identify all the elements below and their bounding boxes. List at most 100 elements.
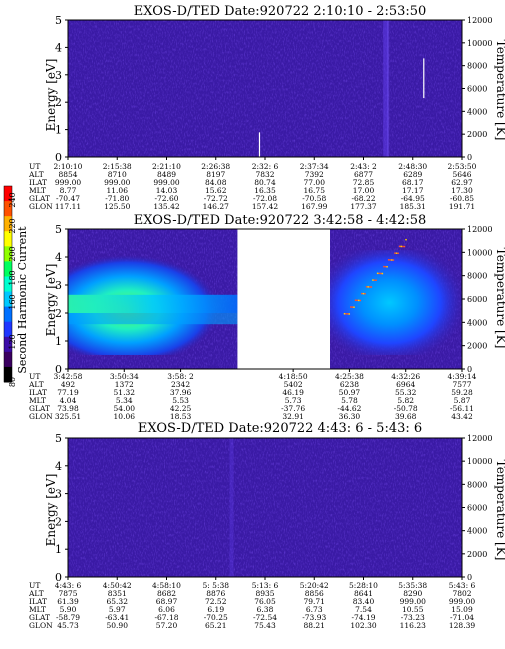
spectrogram-speckle <box>389 259 392 261</box>
orbit-row-label: ALT <box>28 589 44 598</box>
orbit-value: 50.90 <box>107 621 129 630</box>
y-tick-label: 4 <box>55 41 62 54</box>
y-right-tick-label: 0 <box>467 365 472 374</box>
orbit-value: 3:58: 2 <box>167 372 194 381</box>
orbit-value: 68.97 <box>156 597 178 606</box>
orbit-row-label: GLAT <box>29 194 50 203</box>
orbit-value: 2:21:10 <box>152 162 181 171</box>
spectrogram-speckle <box>364 292 366 295</box>
spectrogram-speckle <box>402 245 404 248</box>
y-axis-label: Energy [eV] <box>44 474 58 547</box>
orbit-value: 50.97 <box>339 388 361 397</box>
orbit-table: UT 3:42:58 3:50:34 3:58: 2 4:18:50 4:25:38 4:3… <box>28 372 477 421</box>
orbit-value: 68.17 <box>402 178 424 187</box>
orbit-value: -71.80 <box>105 194 129 203</box>
y-right-tick-label: 6000 <box>467 295 487 304</box>
spectrogram-speckle <box>384 265 387 268</box>
y-right-tick-label: 6000 <box>467 504 487 513</box>
orbit-value: 75.43 <box>254 621 276 630</box>
y-tick-label: 5 <box>55 223 62 236</box>
orbit-value: 4:39:14 <box>448 372 477 381</box>
orbit-value: 4:58:10 <box>152 581 181 590</box>
orbit-value: 55.32 <box>395 388 417 397</box>
y-axis-right-label: Temperature [K] <box>494 248 505 349</box>
orbit-value: 15.62 <box>205 186 227 195</box>
panel-3: EXOS-D/TED Date:920722 4:43: 6 - 5:43: 6… <box>28 421 505 630</box>
orbit-value: 72.52 <box>205 597 227 606</box>
panel-2: EXOS-D/TED Date:920722 3:42:58 - 4:42:58… <box>28 213 505 421</box>
spectrogram-speckle <box>394 252 396 254</box>
spectrogram-speckle <box>403 245 406 248</box>
y-tick-label: 5 <box>55 432 62 445</box>
colorbar-tick-label: 220 <box>8 218 17 233</box>
spectrogram-speckle <box>381 272 384 275</box>
plot-area: 0 1 2 3 4 5 0 2000 4000 6000 8000 10000 12000 <box>55 223 492 376</box>
orbit-value: 1372 <box>115 380 134 389</box>
spectrogram-speckle <box>350 306 352 308</box>
orbit-value: -70.25 <box>204 613 228 622</box>
orbit-value: 6.38 <box>257 605 274 614</box>
colorbar-swatch <box>4 276 12 293</box>
spectrogram-speckle <box>359 299 362 302</box>
y-right-tick-label: 8000 <box>467 272 487 281</box>
y-right-tick-label: 10000 <box>467 248 492 257</box>
orbit-value: 4:50:42 <box>103 581 132 590</box>
orbit-value: 7802 <box>452 589 471 598</box>
orbit-value: 999.00 <box>400 597 426 606</box>
orbit-value: 5.53 <box>172 396 189 405</box>
orbit-value: 2:32: 6 <box>252 162 279 171</box>
orbit-value: 5.73 <box>285 396 302 405</box>
orbit-value: 7875 <box>58 589 77 598</box>
orbit-value: 6877 <box>354 170 373 179</box>
orbit-row-label: UT <box>29 162 40 171</box>
y-tick-label: 1 <box>55 335 62 348</box>
y-right-tick-label: 4000 <box>467 527 487 536</box>
orbit-row-label: ILAT <box>29 178 47 187</box>
spectrogram-speckle <box>380 272 382 275</box>
orbit-value: -50.78 <box>394 404 418 413</box>
orbit-value: 37.96 <box>170 388 192 397</box>
orbit-value: 15.09 <box>451 605 473 614</box>
orbit-value: 125.50 <box>104 202 130 211</box>
orbit-value: 4:32:26 <box>391 372 420 381</box>
orbit-value: 177.37 <box>350 202 376 211</box>
y-tick-label: 4 <box>55 251 62 264</box>
orbit-value: 157.42 <box>252 202 278 211</box>
orbit-value: 77.19 <box>57 388 79 397</box>
colorbar-ticks: 80 120 160 180 200 220 240 <box>8 192 17 387</box>
orbit-row-label: UT <box>29 372 40 381</box>
orbit-value: 17.30 <box>451 186 473 195</box>
orbit-value: 7.54 <box>355 605 372 614</box>
orbit-value: 16.75 <box>304 186 326 195</box>
colorbar: 80 120 160 180 200 220 240 Second Harmonic Cur… <box>3 185 29 387</box>
orbit-value: 39.68 <box>395 412 417 421</box>
orbit-value: -74.19 <box>351 613 375 622</box>
orbit-value: 5:35:38 <box>398 581 427 590</box>
orbit-value: 72.85 <box>353 178 375 187</box>
panel-1: EXOS-D/TED Date:920722 2:10:10 - 2:53:50… <box>28 4 505 211</box>
orbit-value: 83.40 <box>353 597 375 606</box>
orbit-value: 7392 <box>305 170 324 179</box>
orbit-value: -37.76 <box>281 404 305 413</box>
colorbar-tick-label: 120 <box>8 334 17 349</box>
panel-title: EXOS-D/TED Date:920722 3:42:58 - 4:42:58 <box>134 213 427 228</box>
orbit-value: 62.97 <box>451 178 473 187</box>
panel-title: EXOS-D/TED Date:920722 2:10:10 - 2:53:50 <box>134 4 427 19</box>
orbit-value: 128.39 <box>449 621 475 630</box>
orbit-value: 5:28:10 <box>349 581 378 590</box>
y-right-tick-label: 2000 <box>467 130 487 139</box>
spectrogram-speckle <box>369 286 371 288</box>
orbit-value: -58.79 <box>56 613 80 622</box>
orbit-value: 59.28 <box>451 388 473 397</box>
orbit-value: 14.03 <box>156 186 178 195</box>
colorbar-swatch <box>4 336 12 353</box>
orbit-row-label: MLT <box>29 605 46 614</box>
orbit-value: 4.04 <box>60 396 77 405</box>
spectrogram-speckle <box>357 299 360 302</box>
spectrogram-speckle <box>373 279 376 281</box>
orbit-value: 17.00 <box>353 186 375 195</box>
y-tick-label: 3 <box>55 279 62 292</box>
y-right-tick-label: 2000 <box>467 342 487 351</box>
orbit-value: 73.98 <box>57 404 79 413</box>
